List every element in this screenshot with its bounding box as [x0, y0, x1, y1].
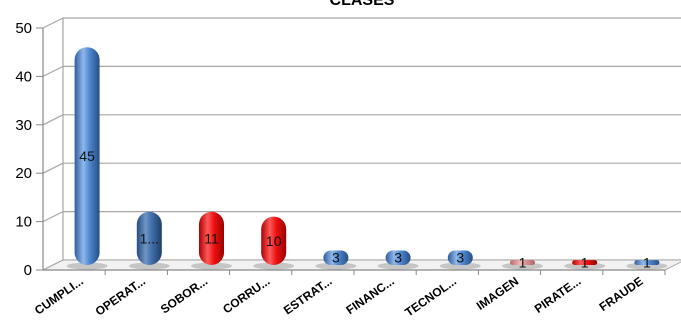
gridline-diagonal — [42, 65, 64, 77]
x-tick-label: FINANC... — [343, 274, 396, 317]
bar-body — [385, 250, 411, 265]
data-label: 45 — [79, 148, 95, 164]
bar-body — [634, 260, 660, 265]
data-label: 3 — [456, 250, 464, 266]
bar-body — [74, 47, 100, 266]
bar: 1 — [626, 255, 668, 271]
bar: 45 — [66, 47, 108, 270]
x-tick-label: ESTRAT... — [281, 274, 335, 317]
x-tick-label: PIRATE... — [532, 274, 584, 316]
x-tick-label: IMAGEN — [474, 274, 521, 313]
data-label: 3 — [394, 250, 402, 266]
bar: 1 — [564, 255, 606, 271]
data-label: 3 — [332, 250, 340, 266]
gridline-diagonal — [42, 17, 64, 29]
gridline-diagonal — [42, 211, 64, 223]
bar-shadow — [377, 262, 419, 270]
x-tick-label: CUMPLI... — [32, 274, 86, 318]
bar-body — [447, 250, 473, 265]
bar: 1... — [128, 211, 170, 270]
bar-shadow — [315, 262, 357, 270]
bar-shadow — [128, 262, 170, 270]
bar-body — [572, 260, 598, 265]
bar-body — [261, 216, 287, 265]
bar: 1 — [502, 255, 543, 271]
y-tick-label: 0 — [24, 262, 32, 279]
bar-body — [510, 260, 535, 265]
gridline-diagonal — [42, 114, 64, 126]
data-label: 1 — [581, 255, 589, 271]
bar-shadow — [66, 262, 108, 270]
gridline-diagonal — [42, 162, 64, 174]
data-label: 10 — [266, 233, 282, 249]
bars: 451... 11 103 3 3 1 1 1 — [66, 47, 668, 271]
bar-shadow — [253, 262, 295, 270]
data-label: 11 — [204, 230, 219, 246]
chart-title: CLASES — [330, 0, 395, 9]
y-tick-label: 40 — [15, 68, 32, 85]
y-axis: 0 10 20 30 40 50 — [15, 20, 44, 279]
data-label: 1 — [519, 255, 527, 271]
bar-shadow — [191, 262, 232, 270]
x-tick-label: CORRU... — [220, 274, 272, 316]
bar: 11 — [191, 211, 232, 270]
y-tick-label: 20 — [15, 165, 32, 182]
x-tick-label: OPERAT... — [93, 274, 148, 319]
x-axis: CUMPLI... OPERAT... SOBOR... CORRU... ESTRAT… — [32, 269, 666, 320]
x-tick-label: SOBOR... — [158, 274, 210, 316]
bar: 3 — [377, 250, 419, 270]
bar-shadow — [439, 262, 481, 270]
y-tick-label: 50 — [15, 20, 32, 37]
x-tick-label: TECNOL... — [402, 274, 459, 320]
bar: 10 — [253, 216, 295, 270]
bar: 3 — [439, 250, 481, 270]
x-tick-label: FRAUDE — [597, 274, 646, 314]
bar: 3 — [315, 250, 357, 270]
bar-body — [136, 211, 162, 265]
data-label: 1... — [140, 230, 159, 246]
y-tick-label: 10 — [15, 214, 32, 231]
data-label: 1 — [643, 255, 651, 271]
y-tick-label: 30 — [15, 117, 32, 134]
bar-body — [323, 250, 349, 265]
bar-body — [199, 211, 224, 265]
